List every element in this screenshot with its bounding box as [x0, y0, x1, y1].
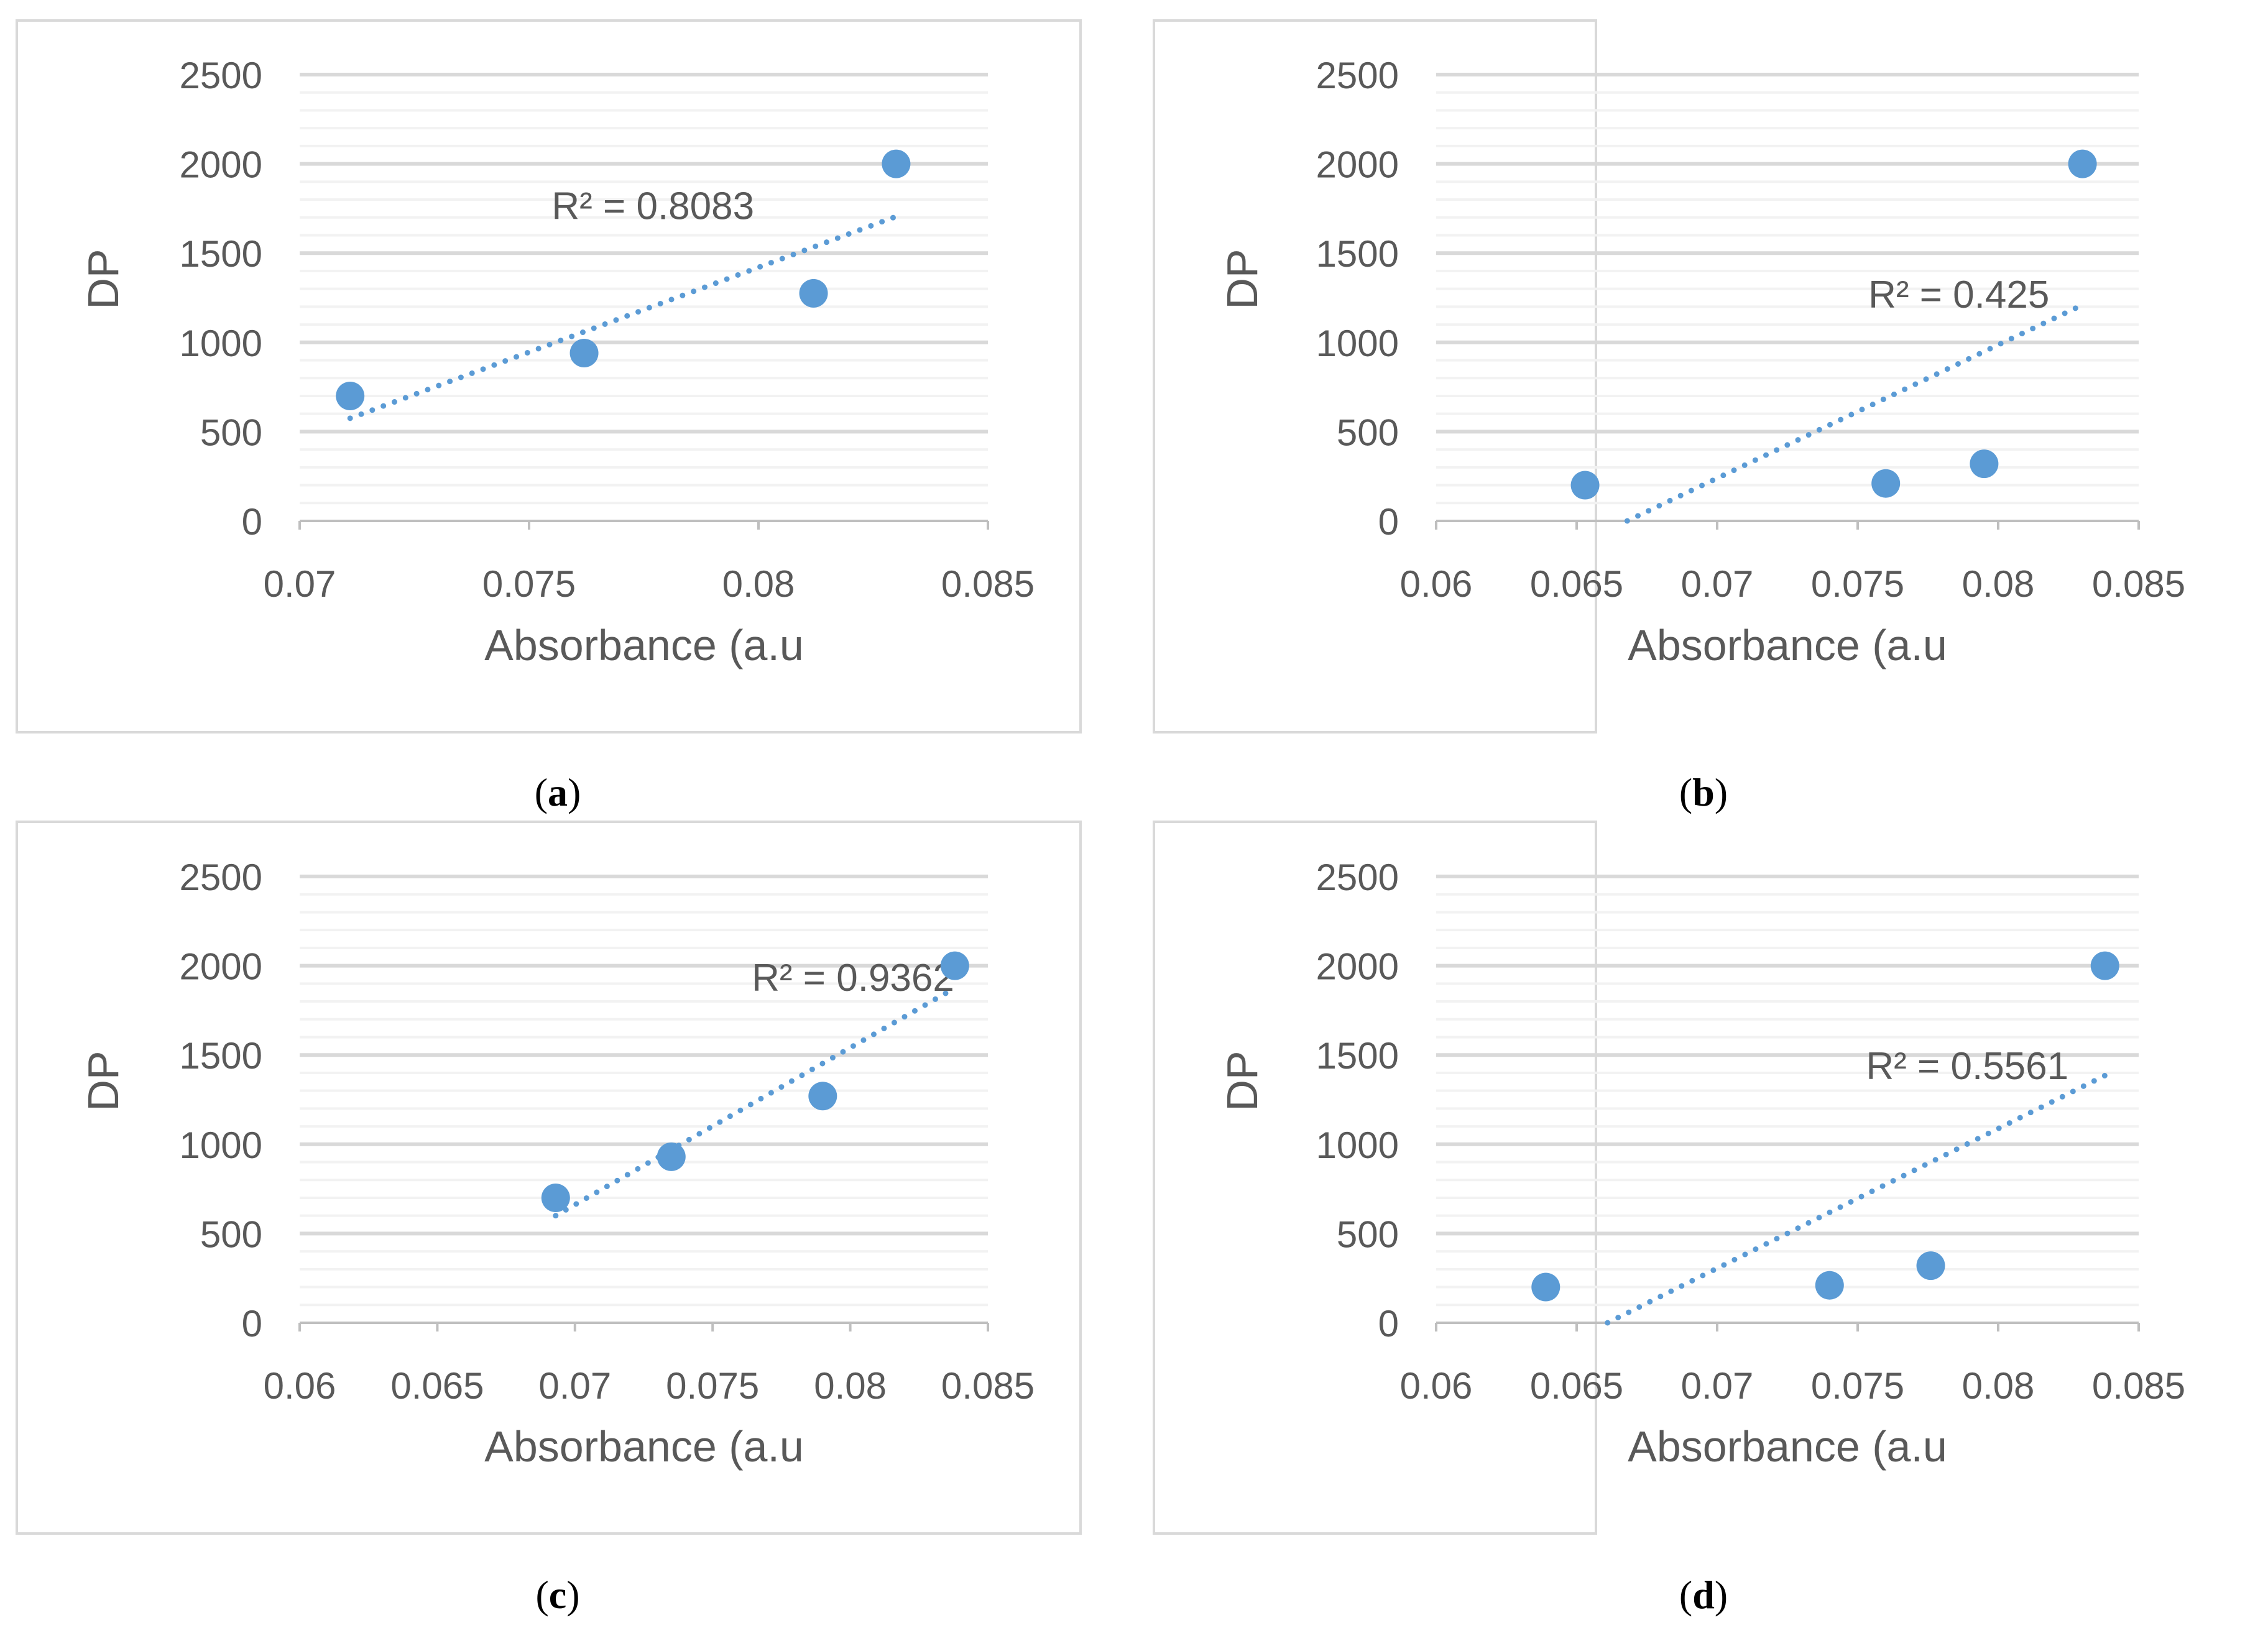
y-axis-title: DP: [79, 249, 127, 309]
chart-frame: [16, 821, 1082, 1535]
y-tick-label: 2500: [180, 55, 262, 96]
data-point: [940, 951, 969, 980]
x-tick-label: 0.07: [1681, 1365, 1754, 1407]
y-tick-label: 2000: [1316, 144, 1399, 186]
x-tick-label: 0.08: [722, 563, 795, 605]
x-tick-label: 0.08: [814, 1365, 887, 1407]
x-tick-label: 0.085: [2092, 563, 2185, 605]
x-axis-title: Absorbance (a.u: [1628, 621, 1947, 669]
panel-d: 0 500 1000 1500 2000 2500 0.06 0.065 0.07 0.075 0.…: [1153, 821, 2185, 1617]
panel-caption: (c): [535, 1573, 579, 1617]
data-point: [1531, 1272, 1560, 1302]
data-point: [1916, 1251, 1945, 1281]
data-point: [541, 1183, 570, 1212]
chart-frame: [1153, 19, 1597, 734]
x-tick-label: 0.08: [1962, 563, 2035, 605]
x-tick-label: 0.07: [538, 1365, 611, 1407]
x-tick-label: 0.075: [1811, 1365, 1904, 1407]
y-tick-label: 500: [200, 412, 262, 453]
data-point: [2090, 951, 2119, 980]
y-tick-label: 2500: [180, 857, 262, 898]
panel-a: 0 500 1000 1500 2000 2500 0.07 0.075 0.08 0.085 Ab…: [16, 19, 1082, 814]
data-point: [336, 381, 365, 410]
x-tick-label: 0.075: [666, 1365, 759, 1407]
trendline: [1605, 1072, 2108, 1326]
x-tick-label: 0.085: [941, 1365, 1035, 1407]
panel-c: 0 500 1000 1500 2000 2500 0.06 0.065 0.07 0.075 0.…: [16, 821, 1082, 1617]
panel-caption: (b): [1679, 770, 1728, 814]
data-point: [808, 1082, 837, 1111]
y-tick-label: 2500: [1316, 857, 1399, 898]
x-tick-label: 0.08: [1962, 1365, 2035, 1407]
x-tick-label: 0.065: [390, 1365, 484, 1407]
panel-b: 0 500 1000 1500 2000 2500 0.06 0.065 0.07 0.075 0.…: [1153, 19, 2185, 814]
y-tick-label: 2000: [1316, 946, 1399, 988]
x-tick-label: 0.085: [2092, 1365, 2185, 1407]
panel-caption: (d): [1679, 1573, 1728, 1617]
x-tick-label: 0.06: [1400, 1365, 1473, 1407]
y-axis-title: DP: [79, 1051, 127, 1111]
data-point: [799, 278, 828, 308]
data-point: [1970, 449, 1999, 479]
panel-caption: (a): [535, 770, 581, 814]
y-tick-label: 1500: [180, 1035, 262, 1077]
x-axis-title: Absorbance (a.u: [484, 621, 804, 669]
y-tick-label: 2000: [180, 144, 262, 186]
data-point: [1570, 471, 1600, 500]
x-tick-label: 0.085: [941, 563, 1035, 605]
x-axis-title: Absorbance (a.u: [484, 1422, 804, 1471]
x-axis-title: Absorbance (a.u: [1628, 1422, 1947, 1471]
y-tick-label: 1000: [1316, 323, 1399, 364]
data-point: [569, 339, 599, 368]
y-axis-title: DP: [1218, 249, 1266, 309]
y-tick-label: 2500: [1316, 55, 1399, 96]
y-tick-label: 0: [242, 501, 262, 543]
y-axis-title: DP: [1218, 1051, 1266, 1111]
x-tick-label: 0.075: [1811, 563, 1904, 605]
y-tick-label: 1000: [180, 1124, 262, 1166]
minor-gridlines: [300, 893, 988, 1307]
y-tick-label: 1000: [1316, 1124, 1399, 1166]
chart-frame: [1153, 821, 1597, 1535]
data-point: [882, 149, 911, 178]
minor-gridlines: [1436, 91, 2139, 505]
r-squared-label: R² = 0.8083: [551, 185, 754, 228]
x-tick-label: 0.075: [482, 563, 576, 605]
r-squared-label: R² = 0.425: [1868, 274, 2049, 316]
x-tick-label: 0.065: [1530, 563, 1623, 605]
minor-gridlines: [300, 91, 988, 505]
r-squared-label: R² = 0.5561: [1866, 1045, 2068, 1088]
r-squared-label: R² = 0.9362: [752, 957, 954, 1000]
y-tick-label: 500: [1337, 1213, 1399, 1255]
data-point: [1815, 1271, 1844, 1300]
y-tick-label: 0: [1378, 1303, 1399, 1345]
y-tick-label: 500: [200, 1213, 262, 1255]
x-tick-label: 0.06: [264, 1365, 336, 1407]
y-tick-label: 1000: [180, 323, 262, 364]
y-tick-label: 0: [242, 1303, 262, 1345]
minor-gridlines: [1436, 893, 2139, 1307]
x-tick-label: 0.07: [1681, 563, 1754, 605]
y-tick-label: 1500: [180, 233, 262, 275]
trendline: [347, 213, 899, 421]
y-tick-label: 0: [1378, 501, 1399, 543]
x-tick-label: 0.06: [1400, 563, 1473, 605]
data-point: [657, 1142, 686, 1171]
data-point: [1871, 469, 1901, 498]
data-point: [2068, 149, 2097, 178]
trendline: [1624, 301, 2086, 524]
y-tick-label: 1500: [1316, 233, 1399, 275]
x-tick-label: 0.065: [1530, 1365, 1623, 1407]
y-tick-label: 500: [1337, 412, 1399, 453]
y-tick-label: 1500: [1316, 1035, 1399, 1077]
y-tick-label: 2000: [180, 946, 262, 988]
chart-frame: [16, 19, 1082, 734]
x-tick-label: 0.07: [264, 563, 336, 605]
